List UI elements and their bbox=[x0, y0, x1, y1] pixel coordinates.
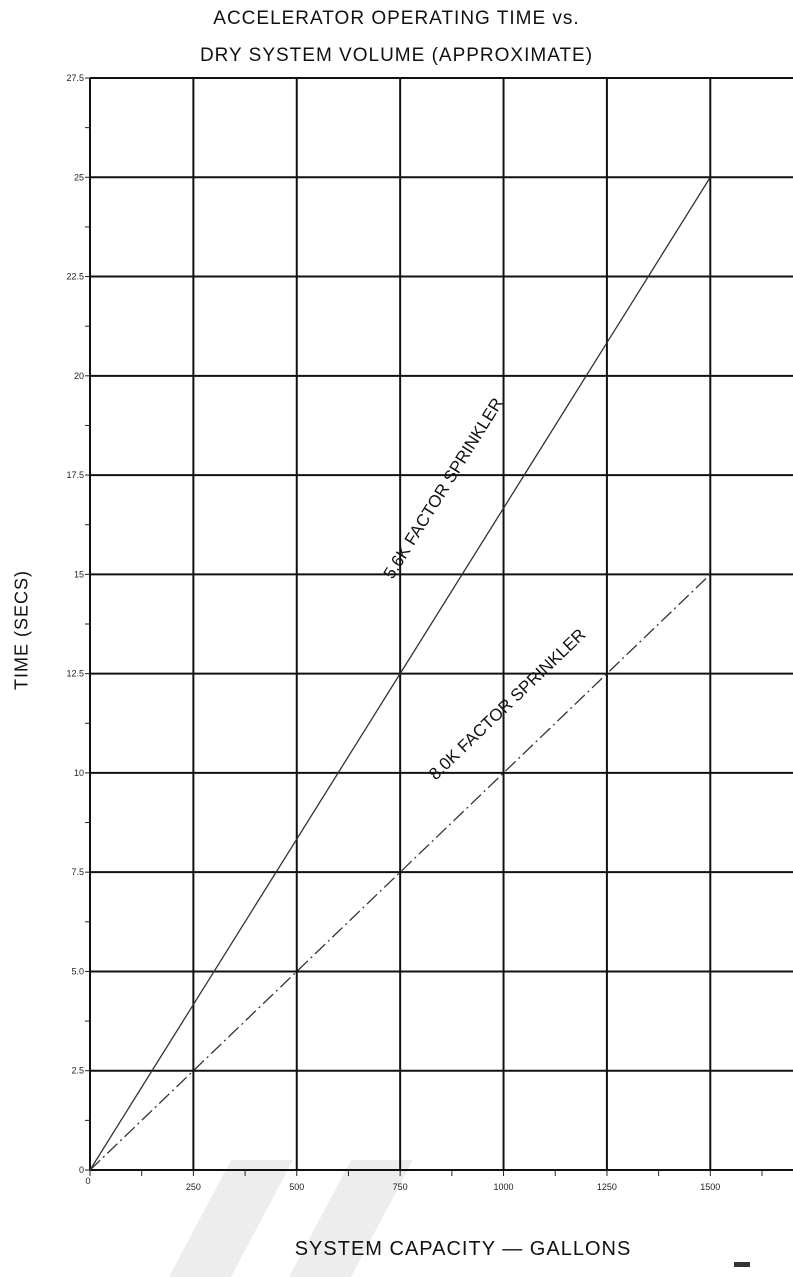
stamp-mark bbox=[734, 1262, 750, 1267]
chart-title-line-2: DRY SYSTEM VOLUME (APPROXIMATE) bbox=[199, 45, 594, 66]
y-tick-label: 25 bbox=[74, 172, 84, 182]
y-tick-label: 5.0 bbox=[71, 966, 84, 976]
y-tick-label: 12.5 bbox=[66, 669, 84, 679]
y-tick-label: 17.5 bbox=[66, 470, 84, 480]
x-axis-label: SYSTEM CAPACITY — GALLONS bbox=[294, 1238, 632, 1260]
x-tick-label: 250 bbox=[186, 1182, 201, 1192]
x-tick-label: 750 bbox=[393, 1182, 408, 1192]
y-tick-label: 7.5 bbox=[71, 867, 84, 877]
y-tick-label: 10 bbox=[74, 768, 84, 778]
y-tick-label: 2.5 bbox=[71, 1066, 84, 1076]
x-tick-label: 0 bbox=[85, 1176, 90, 1186]
series-label-2: 8.0K FACTOR SPRINKLER bbox=[425, 625, 589, 784]
x-tick-label: 1500 bbox=[700, 1182, 720, 1192]
x-tick-label: 500 bbox=[289, 1182, 304, 1192]
series-line-1 bbox=[89, 176, 711, 1171]
x-tick-label: 1250 bbox=[597, 1182, 617, 1192]
x-tick-label: 1000 bbox=[494, 1182, 514, 1192]
y-axis-label: TIME (SECS) bbox=[11, 569, 32, 691]
y-tick-label: 0 bbox=[79, 1165, 84, 1175]
y-tick-label: 15 bbox=[74, 569, 84, 579]
chart-title-line-1: ACCELERATOR OPERATING TIME vs. bbox=[213, 8, 580, 29]
series-label-1: 5.6K FACTOR SPRINKLER bbox=[380, 394, 507, 582]
y-tick-label: 20 bbox=[74, 371, 84, 381]
y-tick-label: 22.5 bbox=[66, 272, 84, 282]
y-tick-label: 27.5 bbox=[66, 73, 84, 83]
